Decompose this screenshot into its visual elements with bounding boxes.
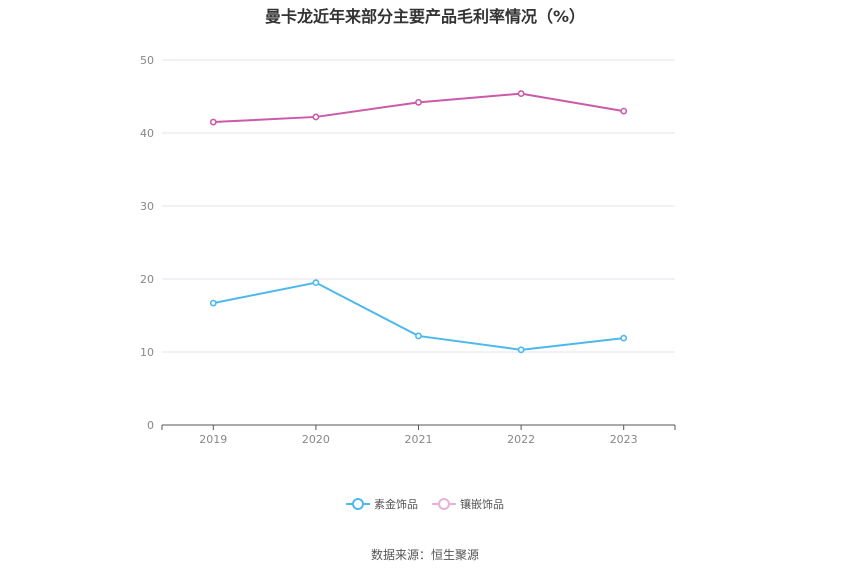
x-tick-label: 2021 — [405, 433, 433, 446]
y-tick-label: 10 — [140, 346, 154, 359]
data-point[interactable] — [620, 334, 628, 342]
y-tick-label: 50 — [140, 54, 154, 67]
chart-title: 曼卡龙近年来部分主要产品毛利率情况（%） — [264, 7, 586, 26]
data-point[interactable] — [415, 332, 422, 340]
y-tick-label: 20 — [140, 273, 154, 286]
legend: 素金饰品 镶嵌饰品 — [0, 496, 850, 512]
axes: 0 10 20 30 40 50 2019 2020 2021 2022 2023 — [140, 54, 676, 446]
gridlines — [162, 59, 675, 353]
data-point[interactable] — [517, 346, 525, 354]
legend-item-1[interactable]: 镶嵌饰品 — [432, 496, 504, 512]
x-tick-label: 2020 — [302, 433, 330, 446]
legend-item-0[interactable]: 素金饰品 — [346, 496, 418, 512]
series — [209, 90, 628, 354]
data-point[interactable] — [312, 279, 320, 287]
data-point[interactable] — [209, 299, 217, 307]
data-source: 数据来源：恒生聚源 — [370, 548, 479, 562]
x-tick-label: 2023 — [610, 433, 638, 446]
data-point[interactable] — [517, 90, 525, 97]
legend-swatch-icon — [432, 498, 456, 510]
data-point[interactable] — [312, 113, 320, 121]
data-point[interactable] — [620, 107, 628, 115]
series-line-0 — [213, 281, 624, 351]
series-line-1 — [213, 92, 624, 124]
y-tick-label: 40 — [140, 127, 154, 140]
y-tick-label: 30 — [140, 200, 154, 213]
legend-label: 素金饰品 — [374, 498, 418, 511]
x-tick-label: 2022 — [507, 433, 535, 446]
legend-swatch-icon — [346, 498, 370, 510]
x-tick-label: 2019 — [199, 433, 227, 446]
y-tick-label: 0 — [147, 419, 154, 432]
data-point[interactable] — [415, 98, 422, 106]
data-point[interactable] — [209, 118, 217, 126]
legend-label: 镶嵌饰品 — [460, 498, 504, 511]
